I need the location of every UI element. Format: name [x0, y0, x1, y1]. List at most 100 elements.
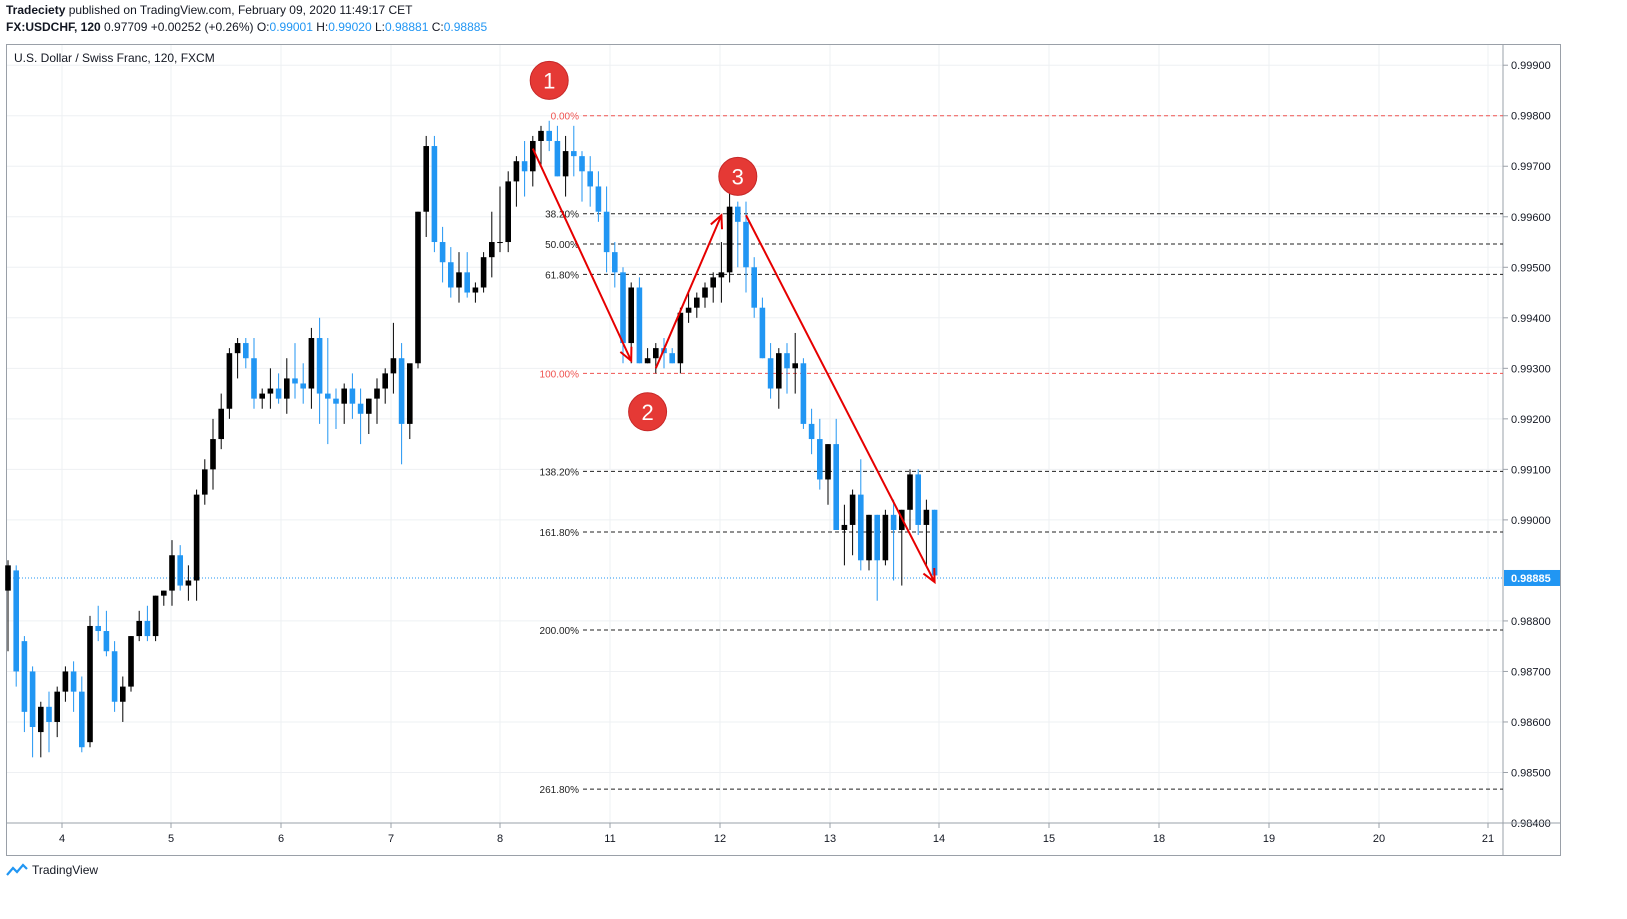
candle-body: [759, 307, 766, 359]
candle-body: [890, 514, 897, 530]
candle-body: [325, 393, 331, 399]
high-value: 0.99020: [328, 20, 372, 34]
candle-body: [333, 398, 339, 404]
published-text: published on TradingView.com, February 0…: [68, 3, 413, 17]
fib-level-label: 50.00%: [545, 240, 579, 251]
candle-body: [349, 388, 356, 404]
candle-body: [193, 494, 200, 581]
x-tick-label: 7: [388, 833, 394, 845]
symbol-title: U.S. Dollar / Swiss Franc, 120, FXCM: [14, 51, 215, 65]
candle-body: [275, 388, 282, 399]
tradingview-logo-icon[interactable]: [6, 863, 28, 877]
candle-body: [636, 287, 643, 364]
candle-body: [79, 691, 85, 748]
candle-body: [423, 146, 429, 212]
candle-body: [702, 287, 708, 298]
candle-body: [587, 171, 593, 187]
candle-body: [46, 706, 52, 722]
x-tick-label: 20: [1373, 833, 1385, 845]
candle-body: [87, 625, 93, 743]
candle-body: [390, 358, 397, 374]
y-tick-label: 0.99900: [1511, 60, 1551, 72]
candle-body: [341, 388, 347, 404]
candle-body: [554, 140, 561, 177]
candle-body: [103, 631, 110, 652]
candle-body: [825, 444, 831, 480]
candle-body: [448, 262, 454, 288]
publisher-name[interactable]: Tradeciety: [6, 3, 66, 17]
y-tick-label: 0.98500: [1511, 767, 1551, 779]
candle-body: [374, 388, 380, 399]
candle-body: [784, 353, 790, 369]
candle-body: [497, 242, 503, 244]
x-tick-label: 21: [1482, 833, 1494, 845]
candle-body: [644, 358, 651, 364]
candle-body: [38, 706, 44, 733]
candle-body: [21, 641, 28, 712]
candle-body: [128, 636, 134, 687]
candle-body: [718, 272, 725, 278]
candle-body: [841, 524, 848, 530]
candle-body: [792, 363, 798, 369]
candle-body: [177, 555, 183, 586]
candle-body: [669, 353, 675, 364]
x-tick-label: 18: [1153, 833, 1165, 845]
candle-body: [382, 373, 388, 389]
candle-body: [464, 272, 470, 293]
candle-body: [521, 161, 528, 172]
candle-body: [505, 181, 511, 243]
change-value: 0.97709 +0.00252 (+0.26%): [104, 20, 254, 34]
footer: TradingView: [6, 860, 98, 880]
candle-body: [284, 378, 290, 399]
candle-body: [308, 338, 315, 389]
candle-body: [5, 565, 11, 591]
x-tick-label: 13: [824, 833, 836, 845]
candle-body: [489, 242, 495, 258]
fib-level-label: 200.00%: [540, 626, 580, 637]
candle-body: [931, 509, 938, 576]
candle-body: [776, 353, 782, 389]
candle-body: [144, 620, 151, 637]
y-tick-label: 0.99600: [1511, 212, 1551, 224]
candle-body: [595, 186, 602, 212]
x-tick-label: 15: [1043, 833, 1055, 845]
candle-body: [603, 211, 610, 253]
candle-body: [456, 272, 462, 288]
candle-body: [398, 358, 405, 424]
y-tick-label: 0.99000: [1511, 515, 1551, 527]
x-tick-label: 8: [497, 833, 503, 845]
candle-body: [480, 257, 487, 288]
x-tick-label: 12: [714, 833, 726, 845]
wave-arrow: [745, 214, 936, 583]
candle-body: [546, 130, 552, 141]
candle-body: [579, 156, 585, 172]
y-tick-label: 0.98700: [1511, 666, 1551, 678]
fib-level-label: 100.00%: [540, 369, 580, 380]
fib-level-label: 38.20%: [545, 210, 579, 221]
candle-body: [243, 343, 249, 359]
wave-marker-label: 1: [543, 68, 555, 93]
candle-body: [357, 403, 364, 414]
candle-body: [915, 474, 921, 525]
candle-body: [874, 514, 880, 561]
candle-body: [767, 358, 774, 389]
candle-body: [923, 509, 930, 525]
close-label: C:: [431, 20, 444, 34]
candle-body: [136, 620, 142, 637]
wave-marker-label: 2: [641, 400, 653, 425]
y-tick-label: 0.99100: [1511, 464, 1551, 476]
y-tick-label: 0.99800: [1511, 111, 1551, 123]
y-tick-label: 0.98400: [1511, 818, 1551, 830]
candle-body: [694, 297, 700, 308]
candle-body: [849, 494, 856, 525]
candle-body: [366, 398, 372, 414]
x-tick-label: 14: [933, 833, 945, 845]
y-tick-label: 0.99200: [1511, 414, 1551, 426]
tradingview-brand[interactable]: TradingView: [32, 863, 99, 877]
candle-body: [800, 363, 807, 424]
candle-body: [210, 439, 216, 470]
chart-frame[interactable]: [6, 44, 1561, 856]
low-label: L:: [374, 20, 385, 34]
candle-body: [513, 161, 520, 182]
